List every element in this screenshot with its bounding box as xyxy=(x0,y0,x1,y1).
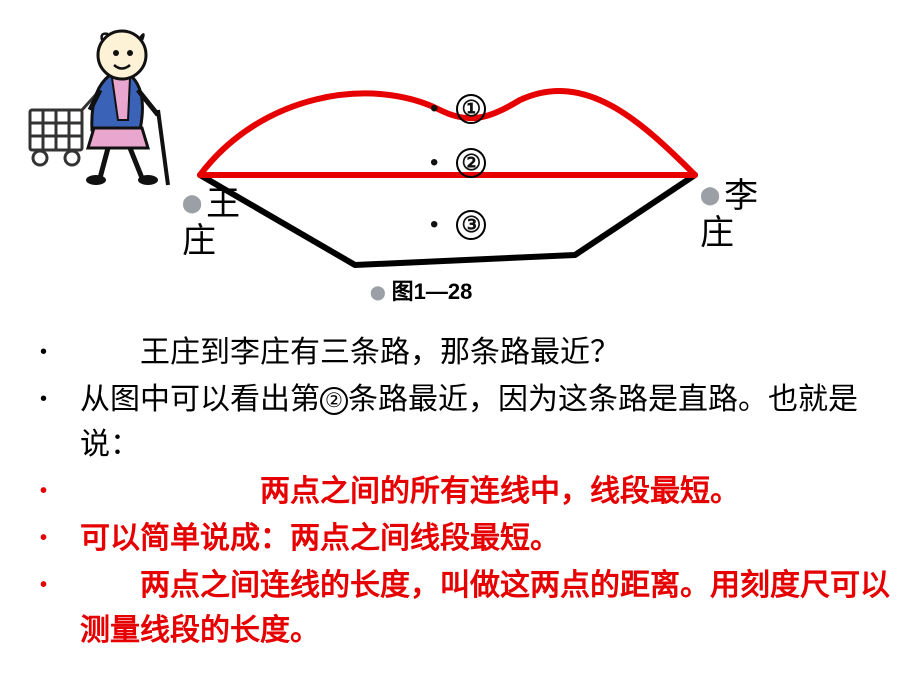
figure-caption-text: 图1—28 xyxy=(392,279,473,304)
bullet-icon: • xyxy=(40,563,80,607)
bullet-icon: • xyxy=(430,213,438,237)
label-path-2: • ② xyxy=(430,148,486,178)
line-4-text: 可以简单说成：两点之间线段最短。 xyxy=(80,522,560,555)
bullet-icon: ⬤ xyxy=(700,185,720,205)
bullet-icon: ⬤ xyxy=(182,193,202,213)
line-2: • 从图中可以看出第②条路最近，因为这条路是直路。也就是说： xyxy=(40,377,890,467)
label-path-3: • ③ xyxy=(430,210,486,240)
line-3-text: 两点之间的所有连线中，线段最短。 xyxy=(260,475,740,508)
bullet-icon: • xyxy=(40,469,80,513)
line-5: • 两点之间连线的长度，叫做这两点的距离。用刻度尺可以测量线段的长度。 xyxy=(40,563,890,653)
figure-caption: ⬤ 图1—28 xyxy=(370,274,472,306)
label-path-1: • ① xyxy=(430,94,486,124)
circled-2: ② xyxy=(456,148,486,178)
circled-2-inline: ② xyxy=(320,387,348,415)
character-icon xyxy=(30,31,168,185)
diagram-area: • ① • ② • ③ ⬤王庄 ⬤李庄 ⬤ 图1—28 xyxy=(0,0,920,320)
bullet-icon: ⬤ xyxy=(370,284,386,300)
circled-1: ① xyxy=(456,94,486,124)
line-2a: 从图中可以看出第 xyxy=(80,383,320,416)
bullet-icon: • xyxy=(430,97,438,121)
endpoint-right: ⬤李庄 xyxy=(700,178,780,253)
endpoint-left: ⬤王庄 xyxy=(182,186,262,261)
line-4: • 可以简单说成：两点之间线段最短。 xyxy=(40,516,890,561)
line-3: • 两点之间的所有连线中，线段最短。 xyxy=(40,469,890,514)
slide: • ① • ② • ③ ⬤王庄 ⬤李庄 ⬤ 图1—28 • 王庄到李庄有三条路，那… xyxy=(0,0,920,690)
line-5-text: 两点之间连线的长度，叫做这两点的距离。用刻度尺可以测量线段的长度。 xyxy=(80,569,890,647)
text-body: • 王庄到李庄有三条路，那条路最近？ • 从图中可以看出第②条路最近，因为这条路… xyxy=(40,330,890,655)
bullet-icon: • xyxy=(430,151,438,175)
line-1: • 王庄到李庄有三条路，那条路最近？ xyxy=(40,330,890,375)
circled-3: ③ xyxy=(456,210,486,240)
bullet-icon: • xyxy=(40,516,80,560)
bullet-icon: • xyxy=(40,377,80,421)
line-1-text: 王庄到李庄有三条路，那条路最近？ xyxy=(80,330,620,375)
bullet-icon: • xyxy=(40,330,80,374)
